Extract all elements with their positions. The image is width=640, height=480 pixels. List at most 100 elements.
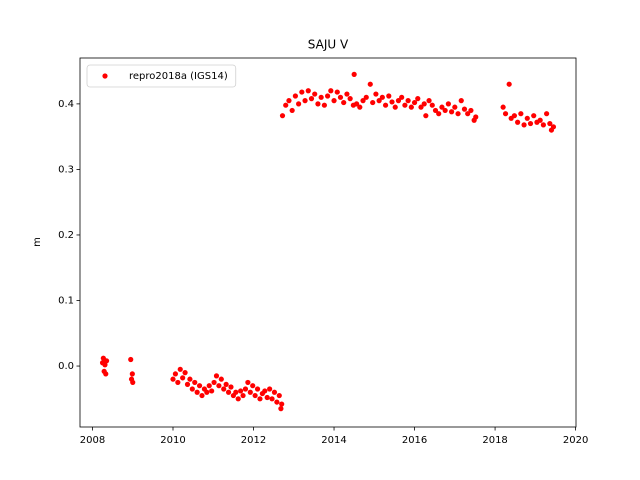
data-point	[405, 98, 411, 104]
data-point	[518, 111, 524, 117]
data-point	[296, 101, 302, 107]
data-point	[276, 392, 282, 399]
y-axis-label: m	[32, 237, 43, 247]
x-tick-label: 2020	[563, 435, 588, 446]
data-point	[344, 91, 350, 97]
data-point	[223, 381, 229, 387]
y-tick-label: 0.3	[58, 164, 74, 175]
legend-box	[86, 64, 237, 88]
data-point	[370, 99, 376, 106]
data-point	[357, 104, 363, 110]
data-point	[308, 96, 315, 102]
data-point	[283, 102, 289, 108]
y-tick-label: 0.0	[58, 361, 74, 372]
data-point	[292, 93, 298, 99]
data-point	[429, 102, 435, 108]
data-point	[465, 111, 471, 117]
data-point	[267, 386, 273, 392]
data-point	[389, 99, 395, 105]
data-point	[328, 88, 334, 94]
data-point	[269, 396, 275, 402]
data-point	[468, 107, 474, 114]
data-point	[432, 107, 439, 114]
data-point	[211, 379, 217, 386]
data-point	[452, 104, 458, 110]
data-point	[204, 389, 210, 395]
data-point	[458, 98, 464, 104]
data-point	[360, 98, 366, 104]
data-point	[373, 91, 379, 97]
data-point	[379, 94, 385, 100]
data-point	[187, 376, 193, 382]
data-point	[399, 94, 405, 100]
data-point	[130, 379, 136, 386]
data-point	[473, 114, 479, 120]
data-point	[421, 101, 427, 107]
data-point	[264, 394, 270, 401]
data-point	[392, 104, 398, 110]
data-point	[423, 113, 429, 119]
data-point	[426, 98, 432, 104]
x-tick-label: 2014	[321, 435, 346, 446]
data-point	[415, 96, 421, 102]
legend-marker	[102, 73, 108, 79]
data-point	[129, 371, 135, 377]
data-point	[184, 381, 191, 387]
data-point	[238, 388, 244, 394]
data-point	[233, 389, 239, 395]
data-point	[221, 386, 227, 392]
data-point	[252, 392, 258, 399]
plot-frame	[79, 57, 577, 428]
data-point	[128, 356, 134, 363]
data-point	[177, 366, 183, 372]
data-point	[216, 383, 222, 389]
data-point	[544, 111, 550, 117]
data-point	[172, 371, 179, 377]
data-point	[511, 113, 518, 119]
data-point	[461, 106, 468, 112]
legend: repro2018a (IGS14)	[86, 64, 237, 88]
data-point	[402, 102, 408, 108]
data-point	[324, 93, 331, 99]
data-point	[502, 111, 509, 117]
data-point	[367, 81, 373, 87]
data-point	[242, 386, 249, 392]
data-point	[331, 98, 337, 104]
data-point	[363, 94, 369, 100]
data-point	[218, 376, 224, 382]
data-point	[175, 379, 181, 386]
x-tick-label: 2016	[402, 435, 427, 446]
data-point	[315, 101, 321, 107]
data-point	[550, 124, 557, 130]
data-point	[341, 99, 347, 106]
data-point	[170, 376, 176, 382]
data-point	[262, 388, 268, 394]
y-tick-label: 0.2	[58, 230, 74, 241]
data-point	[353, 101, 360, 107]
data-point	[245, 379, 251, 386]
data-point	[347, 96, 353, 102]
data-point	[247, 389, 253, 395]
data-point	[194, 389, 200, 395]
data-point	[442, 107, 448, 114]
data-point	[182, 370, 188, 376]
data-point	[199, 392, 205, 399]
data-point	[299, 89, 305, 95]
data-point	[250, 383, 256, 389]
data-point	[418, 104, 424, 110]
data-point	[102, 362, 108, 368]
data-point	[225, 389, 232, 395]
data-point	[436, 111, 442, 117]
data-point	[305, 88, 311, 94]
data-point	[189, 386, 195, 392]
data-point	[228, 384, 234, 390]
data-point	[334, 89, 340, 95]
data-point	[209, 388, 215, 394]
data-point	[274, 399, 280, 405]
data-point	[521, 122, 527, 128]
data-point	[337, 94, 344, 100]
data-point	[547, 120, 553, 127]
data-point	[321, 102, 327, 108]
data-point	[411, 99, 418, 106]
data-point	[279, 113, 286, 119]
